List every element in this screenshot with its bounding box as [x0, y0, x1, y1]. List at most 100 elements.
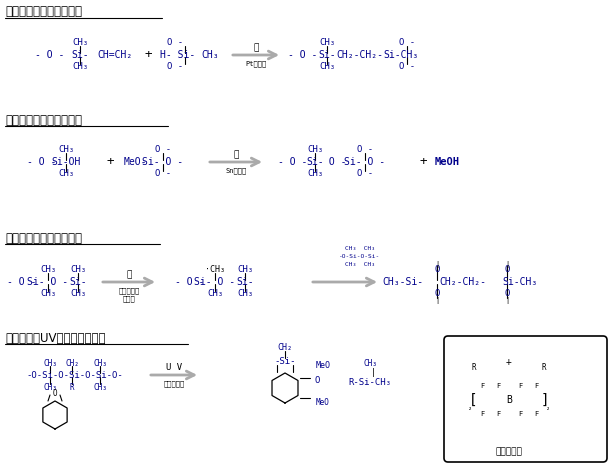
Text: Si- O -: Si- O - — [345, 157, 386, 167]
Text: O -: O - — [155, 170, 171, 179]
Text: O -: O - — [399, 39, 415, 47]
Text: F: F — [480, 411, 484, 417]
Text: 熱: 熱 — [254, 44, 258, 53]
Text: O: O — [434, 266, 440, 274]
Text: B: B — [506, 395, 512, 405]
Text: O -: O - — [155, 146, 171, 154]
Text: ]: ] — [541, 393, 549, 407]
Text: 付加型熱硬化シリコーン: 付加型熱硬化シリコーン — [5, 6, 82, 19]
Text: CH₃: CH₃ — [72, 62, 88, 72]
Text: Si-CH₃: Si-CH₃ — [502, 277, 538, 287]
Text: Si- O -: Si- O - — [194, 277, 236, 287]
Text: +: + — [144, 48, 152, 61]
Text: CH₂-CH₂-: CH₂-CH₂- — [337, 50, 384, 60]
Text: |: | — [505, 297, 509, 304]
Text: O -: O - — [167, 39, 183, 47]
Text: 熱: 熱 — [126, 271, 132, 279]
Text: -Si-: -Si- — [274, 358, 296, 366]
Text: 熱: 熱 — [233, 151, 239, 159]
Text: CH₃: CH₃ — [58, 170, 74, 179]
Text: |: | — [435, 297, 439, 304]
Text: MeO-: MeO- — [123, 157, 147, 167]
Text: F: F — [534, 411, 538, 417]
Text: Pt系触媒: Pt系触媒 — [246, 61, 266, 67]
Text: CH₃: CH₃ — [319, 39, 335, 47]
Text: ₂: ₂ — [468, 405, 472, 411]
Text: ₂: ₂ — [546, 405, 550, 411]
Text: [: [ — [469, 393, 477, 407]
Text: +: + — [506, 357, 512, 367]
Text: Si-CH₃: Si-CH₃ — [383, 50, 419, 60]
Text: CH₃: CH₃ — [237, 266, 253, 274]
Text: CH₃: CH₃ — [307, 170, 323, 179]
Text: Si-: Si- — [236, 277, 254, 287]
Text: Si- O -: Si- O - — [27, 277, 68, 287]
Text: - O -: - O - — [175, 277, 205, 287]
Text: CH₂: CH₂ — [277, 344, 293, 352]
Text: F: F — [518, 411, 522, 417]
Text: CH₃: CH₃ — [207, 290, 223, 299]
Text: CH₃: CH₃ — [40, 290, 56, 299]
Text: MeOH: MeOH — [434, 157, 459, 167]
Text: R-Si-CH₃: R-Si-CH₃ — [348, 378, 392, 386]
Text: O -: O - — [323, 157, 347, 167]
Text: O: O — [504, 266, 510, 274]
Text: CH₂-CH₂-: CH₂-CH₂- — [439, 277, 486, 287]
Text: O -: O - — [399, 62, 415, 72]
Text: +: + — [419, 155, 426, 168]
Text: CH₃: CH₃ — [319, 62, 335, 72]
Text: -O-Si-O-Si-: -O-Si-O-Si- — [339, 253, 381, 259]
Text: F: F — [534, 383, 538, 389]
Text: H- Si-: H- Si- — [160, 50, 196, 60]
Text: R: R — [472, 364, 477, 372]
Text: Si-: Si- — [318, 50, 336, 60]
Text: 光酸開始剤: 光酸開始剤 — [163, 381, 185, 387]
Text: U V: U V — [166, 364, 182, 372]
Text: CH₃: CH₃ — [237, 290, 253, 299]
Text: 縮合型熱硬化シリコーン: 縮合型熱硬化シリコーン — [5, 113, 82, 126]
Text: 過酸化物硬化シリコーン: 過酸化物硬化シリコーン — [5, 232, 82, 245]
Text: R: R — [70, 383, 75, 392]
Text: - O -: - O - — [7, 277, 37, 287]
Text: +: + — [106, 155, 114, 168]
Text: CH₃: CH₃ — [201, 50, 219, 60]
Text: F: F — [496, 411, 500, 417]
Text: O: O — [504, 290, 510, 299]
Text: ·CH₃: ·CH₃ — [205, 266, 225, 274]
Text: CH₃: CH₃ — [307, 146, 323, 154]
Text: CH₂: CH₂ — [65, 359, 79, 367]
Text: Si- O -: Si- O - — [142, 157, 183, 167]
Text: - O -: - O - — [288, 50, 318, 60]
FancyBboxPatch shape — [444, 336, 607, 462]
Text: O: O — [434, 290, 440, 299]
Text: CH₃: CH₃ — [93, 359, 107, 367]
Text: |: | — [370, 367, 376, 377]
Text: CH₃-Si-: CH₃-Si- — [382, 277, 423, 287]
Text: - O -: - O - — [27, 157, 57, 167]
Text: |: | — [435, 260, 439, 267]
Text: F: F — [480, 383, 484, 389]
Text: R: R — [542, 364, 546, 372]
Text: 開始剤: 開始剤 — [123, 296, 136, 302]
Text: O -: O - — [357, 146, 373, 154]
Text: Si-: Si- — [306, 157, 324, 167]
Text: CH₃: CH₃ — [93, 383, 107, 392]
Text: CH₃: CH₃ — [43, 359, 57, 367]
Text: - O -: - O - — [35, 50, 65, 60]
Text: -O-Si-O-Si-O-Si-O-: -O-Si-O-Si-O-Si-O- — [27, 371, 123, 379]
Text: CH₃: CH₃ — [58, 146, 74, 154]
Text: CH₃: CH₃ — [70, 290, 86, 299]
Text: F: F — [496, 383, 500, 389]
Text: CH₃: CH₃ — [70, 266, 86, 274]
Text: - O -: - O - — [279, 157, 308, 167]
Text: F: F — [518, 383, 522, 389]
Text: 過酸化物系: 過酸化物系 — [119, 288, 140, 294]
Text: CH₃  CH₃: CH₃ CH₃ — [345, 246, 375, 251]
Text: Si-: Si- — [69, 277, 87, 287]
Text: CH=CH₂: CH=CH₂ — [97, 50, 133, 60]
Text: 光酸開始剤: 光酸開始剤 — [496, 447, 522, 457]
Text: Si-OH: Si-OH — [51, 157, 81, 167]
Text: CH₃  CH₃: CH₃ CH₃ — [345, 261, 375, 266]
Text: CH₃: CH₃ — [43, 383, 57, 392]
Text: MeO: MeO — [316, 398, 330, 406]
